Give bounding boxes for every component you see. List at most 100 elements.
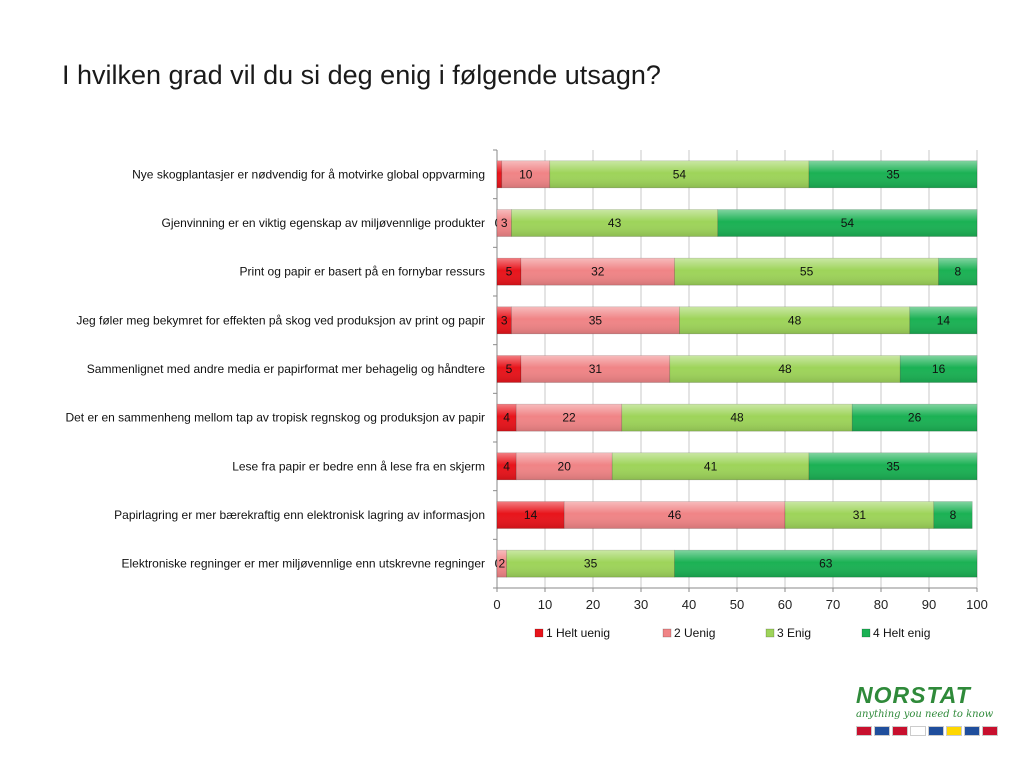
- logo-flag: [874, 726, 890, 736]
- data-label: 16: [932, 362, 946, 376]
- logo-wordmark: NORSTAT: [856, 682, 971, 708]
- data-label: 2: [498, 557, 505, 571]
- data-label: 4: [503, 459, 510, 473]
- bar-segment-shine: [497, 355, 521, 383]
- category-label: Papirlagring er mer bærekraftig enn elek…: [114, 508, 485, 522]
- data-label: 26: [908, 411, 922, 425]
- bar-segment-shine: [497, 209, 512, 237]
- data-label: 35: [589, 313, 603, 327]
- logo-flag: [910, 726, 926, 736]
- data-label: 20: [558, 459, 572, 473]
- x-tick-label: 10: [538, 597, 552, 612]
- bar-segment-shine: [521, 355, 670, 383]
- bar-segment-shine: [497, 306, 512, 334]
- bar-segment-shine: [511, 306, 680, 334]
- norstat-logo: NORSTAT anything you need to know: [856, 682, 1006, 744]
- legend-label: 1 Helt uenig: [546, 626, 610, 640]
- bar-segment-shine: [564, 501, 785, 529]
- data-label: 22: [562, 411, 576, 425]
- data-label: 54: [673, 167, 687, 181]
- x-tick-label: 90: [922, 597, 936, 612]
- bar-segment-shine: [674, 258, 939, 286]
- bar-segment-shine: [809, 160, 977, 188]
- x-tick-label: 70: [826, 597, 840, 612]
- bar-segment-shine: [909, 306, 977, 334]
- data-label: 31: [853, 508, 867, 522]
- bar-segment-shine: [669, 355, 901, 383]
- bar-segment-shine: [516, 452, 613, 480]
- bar-segment-shine: [501, 160, 550, 188]
- bar-segment-shine: [497, 404, 517, 432]
- legend-label: 3 Enig: [777, 626, 811, 640]
- x-tick-label: 60: [778, 597, 792, 612]
- logo-flag: [856, 726, 872, 736]
- category-label: Jeg føler meg bekymret for effekten på s…: [76, 313, 485, 327]
- data-label: 63: [819, 557, 833, 571]
- data-label: 35: [886, 167, 900, 181]
- bar-segment-shine: [900, 355, 977, 383]
- legend-swatch: [765, 628, 775, 638]
- bar-segment-shine: [549, 160, 809, 188]
- data-label: 48: [788, 313, 802, 327]
- data-label: 31: [589, 362, 603, 376]
- category-label: Elektroniske regninger er mer miljøvennl…: [121, 557, 485, 571]
- bar-segment-shine: [497, 258, 521, 286]
- data-label: 5: [506, 265, 513, 279]
- x-tick-label: 100: [966, 597, 988, 612]
- x-tick-label: 40: [682, 597, 696, 612]
- data-label: 48: [778, 362, 792, 376]
- bar-segment-shine: [938, 258, 977, 286]
- legend-swatch: [662, 628, 672, 638]
- bar-segment-shine: [497, 550, 507, 578]
- logo-flag: [946, 726, 962, 736]
- category-label: Det er en sammenheng mellom tap av tropi…: [65, 411, 485, 425]
- bar-segment-shine: [809, 452, 977, 480]
- bar-segment-shine: [497, 501, 565, 529]
- legend-label: 4 Helt enig: [873, 626, 930, 640]
- data-label: 35: [584, 557, 598, 571]
- bar-segment-shine: [785, 501, 934, 529]
- data-label: 32: [591, 265, 605, 279]
- logo-flags: [856, 726, 1006, 736]
- x-tick-label: 0: [493, 597, 500, 612]
- bar-segment-shine: [612, 452, 809, 480]
- data-label: 8: [950, 508, 957, 522]
- bar-segment-shine: [497, 452, 517, 480]
- category-label: Gjenvinning er en viktig egenskap av mil…: [161, 216, 485, 230]
- x-tick-label: 30: [634, 597, 648, 612]
- bar-segment-shine: [717, 209, 977, 237]
- logo-flag: [964, 726, 980, 736]
- bar-segment-shine: [521, 258, 675, 286]
- bar-segment-shine: [933, 501, 973, 529]
- bar-segment-shine: [497, 160, 502, 188]
- page-title: I hvilken grad vil du si deg enig i følg…: [62, 60, 661, 90]
- bar-segment-shine: [516, 404, 622, 432]
- category-label: Sammenlignet med andre media er papirfor…: [87, 362, 486, 376]
- data-label: 3: [501, 313, 508, 327]
- data-label: 10: [519, 167, 533, 181]
- legend-label: 2 Uenig: [674, 626, 715, 640]
- category-label: Nye skogplantasjer er nødvendig for å mo…: [132, 167, 485, 181]
- logo-flag: [892, 726, 908, 736]
- x-tick-label: 20: [586, 597, 600, 612]
- x-tick-label: 80: [874, 597, 888, 612]
- category-label: Print og papir er basert på en fornybar …: [240, 265, 485, 279]
- data-label: 8: [954, 265, 961, 279]
- data-label: 5: [506, 362, 513, 376]
- data-label: 46: [668, 508, 682, 522]
- data-label: 48: [730, 411, 744, 425]
- x-tick-label: 50: [730, 597, 744, 612]
- bar-segment-shine: [679, 306, 910, 334]
- logo-flag: [928, 726, 944, 736]
- data-label: 14: [937, 313, 951, 327]
- bar-segment-shine: [852, 404, 977, 432]
- data-label: 41: [704, 459, 718, 473]
- legend-swatch: [861, 628, 871, 638]
- data-label: 55: [800, 265, 814, 279]
- data-label: 43: [608, 216, 622, 230]
- data-label: 14: [524, 508, 538, 522]
- legend-swatch: [534, 628, 544, 638]
- logo-tagline: anything you need to know: [856, 709, 994, 720]
- bar-segment-shine: [506, 550, 675, 578]
- stacked-bar-chart: 0 10 20 30 40 50 60 70 80 90 100 Nye skogplantasjer…: [65, 149, 988, 640]
